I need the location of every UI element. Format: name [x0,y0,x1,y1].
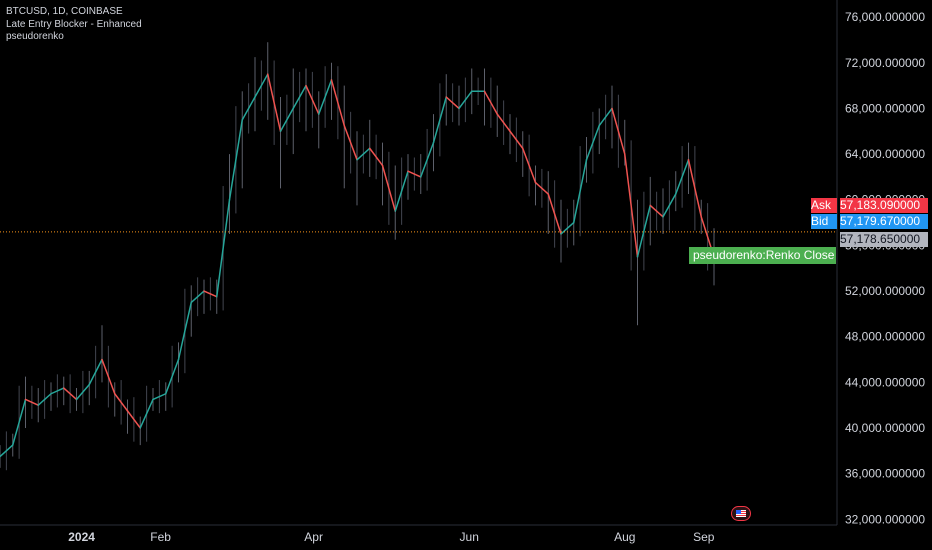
line-segment [254,73,269,98]
line-segment [560,221,575,235]
line-segment [662,193,677,218]
price-tick-label: 72,000.000000 [845,56,925,70]
flag-stripes [736,510,746,517]
line-segment [114,393,129,412]
line-segment [598,107,613,127]
line-segment [279,107,294,132]
line-segment [649,204,664,218]
line-segment [420,141,435,178]
line-segment [547,193,562,235]
ask-price-tag: 57,183.090000 [840,198,928,213]
time-tick-label: 2024 [68,530,95,544]
line-segment [203,290,218,298]
flag-canton [736,510,741,514]
line-segment [343,124,358,161]
line-segment [624,153,639,258]
legend-indicator-pseudorenko[interactable]: pseudorenko [6,31,64,42]
line-segment [292,84,307,110]
line-segment [228,119,243,201]
time-tick-label: Sep [693,530,715,544]
line-segment [330,79,345,127]
line-segment [165,358,180,395]
line-segment [177,301,192,361]
price-tick-label: 68,000.000000 [845,101,925,115]
line-segment [216,198,231,298]
price-tick-label: 64,000.000000 [845,147,925,161]
line-segment [381,164,396,212]
bid-label: Bid [811,214,837,229]
line-segment [687,159,702,218]
time-tick-label: Jun [460,530,479,544]
line-segment [152,393,167,401]
price-tick-label: 52,000.000000 [845,284,925,298]
price-tick-label: 32,000.000000 [845,512,925,526]
price-tick-label: 40,000.000000 [845,421,925,435]
line-segment [445,96,460,110]
line-segment [88,358,103,386]
line-segment [318,79,333,115]
price-tick-label: 76,000.000000 [845,10,925,24]
renko-close-label: pseudorenko:Renko Close [689,247,836,264]
bid-price-tag: 57,179.670000 [840,214,928,229]
line-segment [37,393,52,406]
line-segment [573,159,588,224]
price-tick-label: 44,000.000000 [845,375,925,389]
line-segment [458,90,473,110]
line-segment [636,204,651,258]
line-segment [356,147,371,161]
last-price-tag: 57,178.650000 [840,232,928,247]
line-segment [12,398,27,446]
line-segment [63,387,78,401]
line-segment [483,90,498,115]
line-segment [534,181,549,195]
time-tick-label: Aug [614,530,635,544]
price-axis[interactable]: 32,000.000000 36,000.000000 40,000.000000 4… [845,10,925,526]
line-segment [611,107,626,155]
line-segment [0,444,14,458]
line-segment [496,113,511,132]
line-segment [675,159,690,195]
line-segment [139,398,154,429]
line-segment [101,358,116,395]
line-segment [585,124,600,161]
line-segment [432,96,447,144]
line-segment [407,170,422,178]
line-segment [126,410,141,429]
line-segment [241,96,256,121]
price-tick-label: 36,000.000000 [845,467,925,481]
line-segment [267,73,282,132]
line-segment [50,387,65,395]
time-axis[interactable]: 2024 Feb Apr Jun Aug Sep [68,530,715,544]
line-segment [509,130,524,150]
line-segment [522,147,537,184]
line-segment [75,383,90,401]
ask-label: Ask [811,198,837,213]
legend-symbol[interactable]: BTCUSD, 1D, COINBASE [6,6,123,17]
line-segment [190,290,205,304]
chart-legend: BTCUSD, 1D, COINBASE Late Entry Blocker … [6,6,142,44]
line-segment [24,398,39,406]
pseudorenko-line [0,73,715,458]
line-segment [394,170,409,212]
us-flag-icon[interactable] [731,506,751,521]
legend-indicator-late-entry-blocker[interactable]: Late Entry Blocker - Enhanced [6,18,142,30]
price-tick-label: 48,000.000000 [845,330,925,344]
time-tick-label: Apr [304,530,323,544]
line-segment [369,147,384,167]
time-tick-label: Feb [150,530,171,544]
line-segment [305,84,320,115]
